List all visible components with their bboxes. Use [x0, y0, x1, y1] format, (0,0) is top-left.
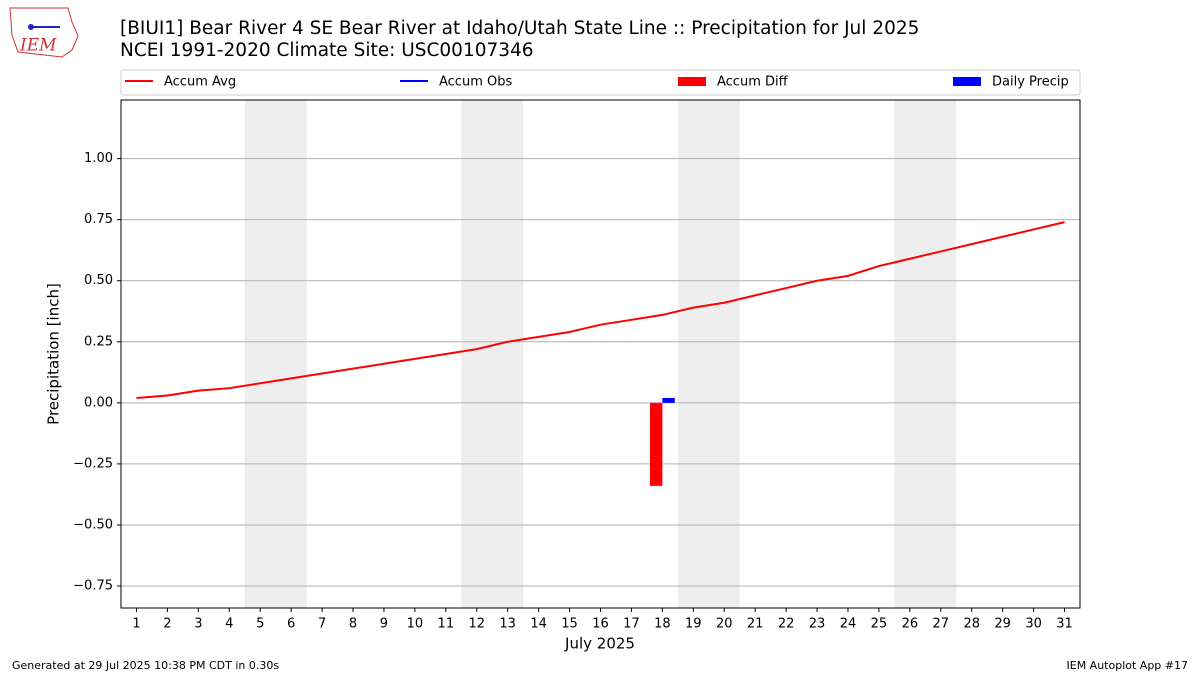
x-tick-label: 9 [380, 617, 388, 632]
x-tick-label: 4 [225, 617, 233, 632]
weekend-shade [461, 100, 524, 608]
x-tick-label: 19 [685, 617, 702, 632]
x-tick-label: 22 [778, 617, 795, 632]
x-tick-label: 27 [933, 617, 950, 632]
x-tick-label: 20 [716, 617, 733, 632]
x-tick-label: 31 [1056, 617, 1073, 632]
x-tick-label: 2 [163, 617, 171, 632]
x-tick-label: 25 [871, 617, 888, 632]
x-tick-label: 18 [654, 617, 671, 632]
logo-text: IEM [19, 36, 57, 56]
y-axis-label: Precipitation [inch] [45, 283, 63, 425]
y-tick-label: 0.25 [84, 334, 113, 349]
weekend-shade [677, 100, 740, 608]
x-tick-label: 28 [963, 617, 980, 632]
weekend-shade [894, 100, 957, 608]
legend-swatch [953, 77, 981, 86]
x-tick-label: 10 [407, 617, 424, 632]
x-tick-label: 6 [287, 617, 295, 632]
y-tick-label: −0.50 [73, 517, 113, 532]
y-tick-label: −0.25 [73, 456, 113, 471]
legend-label: Accum Avg [164, 75, 236, 90]
x-tick-label: 5 [256, 617, 264, 632]
x-tick-label: 29 [994, 617, 1011, 632]
x-tick-label: 23 [809, 617, 826, 632]
x-tick-label: 12 [468, 617, 485, 632]
x-tick-label: 21 [747, 617, 764, 632]
x-axis-label: July 2025 [564, 635, 635, 653]
x-tick-label: 26 [902, 617, 919, 632]
y-tick-label: −0.75 [73, 579, 113, 594]
series-line [136, 221, 1065, 399]
x-tick-label: 16 [592, 617, 609, 632]
legend-label: Accum Diff [717, 75, 789, 90]
x-tick-label: 7 [318, 617, 326, 632]
x-tick-label: 14 [530, 617, 547, 632]
y-tick-label: 0.00 [84, 395, 113, 410]
y-tick-label: 1.00 [84, 151, 113, 166]
legend-label: Accum Obs [439, 75, 512, 90]
bar [662, 397, 675, 403]
y-tick-label: 0.75 [84, 212, 113, 227]
x-tick-label: 1 [132, 617, 140, 632]
x-tick-label: 13 [499, 617, 516, 632]
chart-title: [BIUI1] Bear River 4 SE Bear River at Id… [120, 18, 919, 39]
y-tick-label: 0.50 [84, 273, 113, 288]
x-tick-label: 8 [349, 617, 357, 632]
legend-box [120, 69, 1081, 96]
x-tick-label: 11 [438, 617, 455, 632]
x-tick-label: 17 [623, 617, 640, 632]
x-tick-label: 15 [561, 617, 578, 632]
weekend-shade [244, 100, 307, 608]
chart-subtitle: NCEI 1991-2020 Climate Site: USC00107346 [120, 40, 534, 61]
legend-label: Daily Precip [992, 75, 1069, 90]
x-tick-label: 24 [840, 617, 857, 632]
x-tick-label: 30 [1025, 617, 1042, 632]
x-tick-label: 3 [194, 617, 202, 632]
bar [649, 402, 663, 486]
logo: IEM [9, 7, 79, 58]
legend-swatch [678, 77, 706, 86]
footer-right: IEM Autoplot App #17 [1067, 659, 1189, 672]
footer-left: Generated at 29 Jul 2025 10:38 PM CDT in… [12, 659, 279, 672]
